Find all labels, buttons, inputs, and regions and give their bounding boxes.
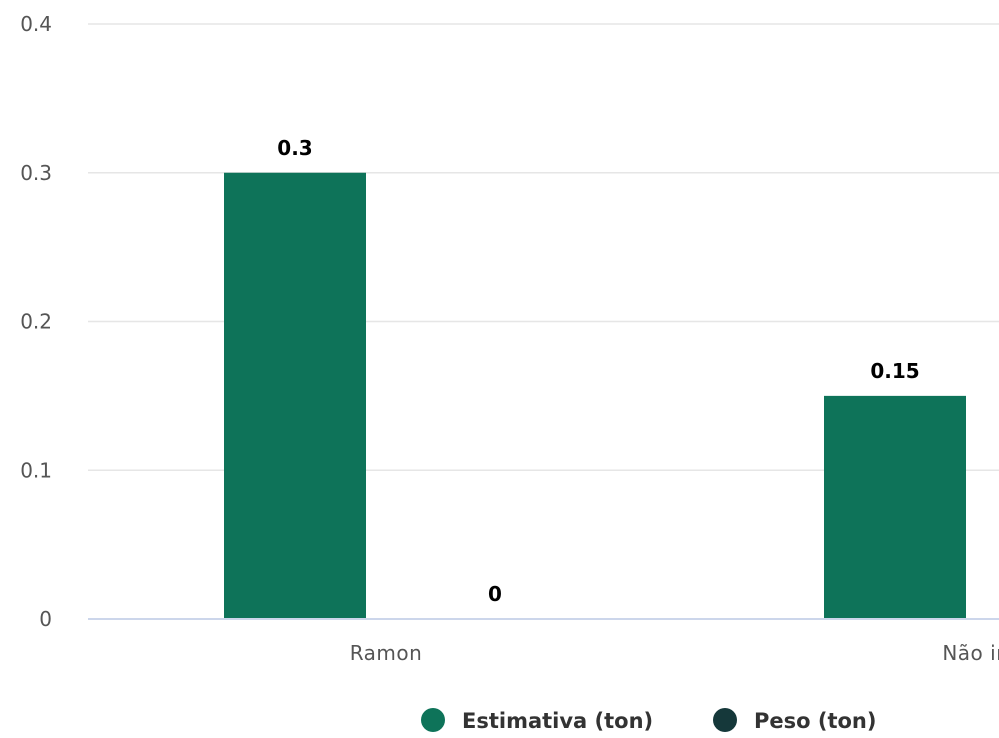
data-labels: 0.3 0 0.15	[276, 134, 921, 607]
x-category-label: Não info	[942, 641, 999, 665]
bar[interactable]	[224, 172, 366, 619]
legend-label: Estimativa (ton)	[462, 709, 653, 733]
y-tick-label: 0.3	[20, 161, 52, 185]
bar[interactable]	[824, 395, 966, 619]
legend-marker	[713, 708, 737, 732]
y-tick-label: 0.1	[20, 458, 52, 482]
y-tick-label: 0.2	[20, 310, 52, 334]
data-label: 0.15	[870, 359, 919, 383]
legend-marker	[421, 708, 445, 732]
y-axis-tick-labels: 0 0.1 0.2 0.3 0.4	[20, 12, 52, 631]
x-axis-category-labels: Ramon Não info	[350, 641, 999, 665]
legend[interactable]: Estimativa (ton) Peso (ton)	[421, 708, 876, 733]
x-category-label: Ramon	[350, 641, 423, 665]
y-tick-label: 0	[39, 607, 52, 631]
bars	[224, 172, 966, 619]
data-label: 0	[488, 582, 502, 606]
legend-item[interactable]: Estimativa (ton)	[421, 708, 653, 733]
data-label: 0.3	[277, 136, 312, 160]
legend-label: Peso (ton)	[754, 709, 876, 733]
legend-item[interactable]: Peso (ton)	[713, 708, 876, 733]
y-tick-label: 0.4	[20, 12, 52, 36]
